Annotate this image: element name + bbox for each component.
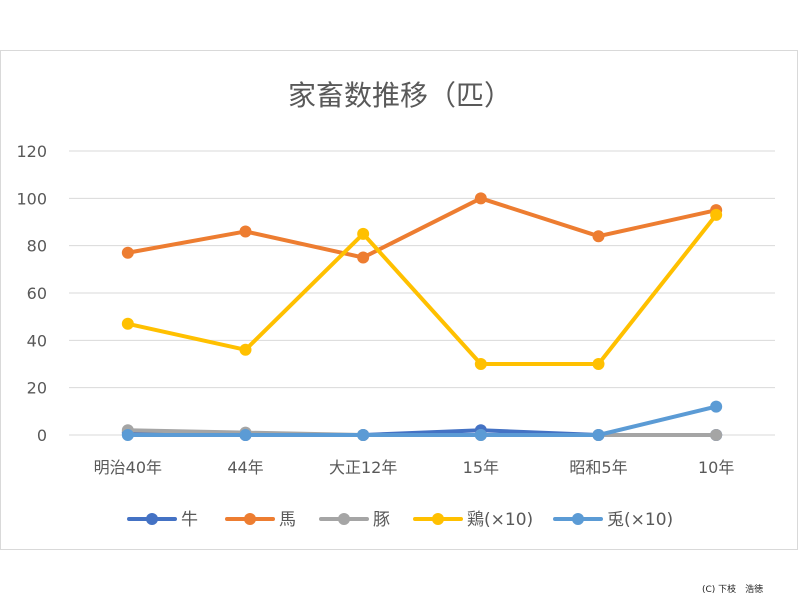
data-point [710, 400, 723, 413]
x-tick-label: 10年 [698, 458, 734, 477]
x-tick-label: 昭和5年 [569, 458, 627, 477]
legend-swatch-marker [338, 513, 350, 525]
y-tick-label: 0 [37, 426, 47, 445]
data-point [592, 429, 605, 441]
y-tick-label: 80 [27, 237, 47, 256]
legend-swatch-marker [432, 513, 444, 525]
series-1 [121, 192, 723, 264]
data-point [710, 208, 723, 221]
line-chart: 家畜数推移（匹） 0 20 40 60 80 100 120 明治40年 44年 大正12年 15… [16, 79, 775, 530]
data-point [592, 230, 605, 243]
data-point [239, 343, 252, 356]
legend-label: 鶏(×10) [467, 510, 533, 530]
y-tick-label: 20 [27, 379, 47, 398]
data-point [474, 429, 487, 441]
data-point [357, 251, 370, 264]
legend-item: 馬 [225, 510, 296, 530]
series-3 [121, 208, 723, 370]
data-point [592, 358, 605, 370]
copyright-notice: (C) 下枝 浩徳 [702, 585, 764, 595]
series-line [125, 404, 719, 437]
data-point [710, 429, 723, 441]
y-tick-label: 100 [16, 189, 47, 208]
series-4 [121, 400, 723, 441]
legend-label: 豚 [373, 510, 390, 530]
data-point [357, 429, 370, 441]
x-tick-label: 大正12年 [329, 458, 397, 477]
data-point [121, 429, 134, 441]
legend-label: 牛 [181, 510, 198, 530]
legend-item: 豚 [319, 510, 390, 530]
data-point [357, 227, 370, 240]
legend: 牛 馬 豚 鶏(×10) 兎(×10) [127, 510, 673, 530]
data-point [474, 358, 487, 370]
data-point [121, 317, 134, 330]
y-tick-label: 40 [27, 331, 47, 350]
gridlines [69, 150, 775, 436]
series-line [125, 212, 719, 366]
legend-label: 馬 [279, 510, 296, 530]
data-point [474, 192, 487, 205]
x-tick-label: 15年 [463, 458, 499, 477]
legend-swatch-marker [244, 513, 256, 525]
legend-item: 牛 [127, 510, 198, 530]
series-lines [121, 192, 723, 441]
y-tick-label: 120 [16, 142, 47, 161]
legend-swatch-marker [572, 513, 584, 525]
data-point [239, 429, 252, 441]
series-line [125, 196, 719, 260]
x-tick-label: 明治40年 [94, 458, 162, 477]
y-tick-label: 60 [27, 284, 47, 303]
chart-title: 家畜数推移（匹） [288, 79, 512, 112]
legend-item: 兎(×10) [553, 510, 673, 530]
x-tick-label: 44年 [227, 458, 263, 477]
legend-label: 兎(×10) [607, 510, 673, 530]
legend-swatch-marker [146, 513, 158, 525]
legend-item: 鶏(×10) [413, 510, 533, 530]
chart-area: 家畜数推移（匹） 0 20 40 60 80 100 120 明治40年 44年 大正12年 15… [0, 50, 798, 550]
y-axis-ticks: 0 20 40 60 80 100 120 [16, 142, 47, 445]
data-point [121, 246, 134, 259]
x-axis-ticks: 明治40年 44年 大正12年 15年 昭和5年 10年 [94, 458, 735, 477]
data-point [239, 225, 252, 238]
